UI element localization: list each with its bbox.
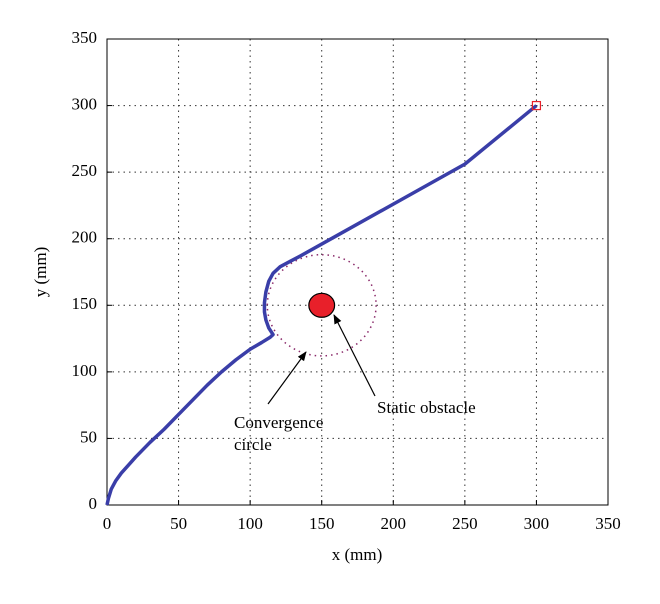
x-tick-label: 300 [524,514,550,533]
y-tick-label: 250 [72,161,98,180]
annotation-text: Convergence [234,413,323,432]
annotation-text: Static obstacle [377,398,476,417]
annotation-arrow [333,314,376,397]
y-tick-label: 150 [72,294,98,313]
x-tick-label: 250 [452,514,478,533]
x-tick-label: 50 [170,514,187,533]
y-tick-label: 0 [89,494,98,513]
annotation-arrow [267,351,307,405]
y-tick-label: 200 [72,228,98,247]
x-tick-label: 150 [309,514,335,533]
y-axis-label: y (mm) [31,247,50,298]
plot-frame [106,38,609,506]
x-tick-label: 0 [103,514,112,533]
y-tick-label: 350 [72,28,98,47]
x-tick-label: 350 [595,514,621,533]
x-axis-label: x (mm) [332,545,383,564]
trajectory [105,104,538,506]
y-tick-label: 300 [72,94,98,113]
y-tick-label: 50 [80,427,97,446]
convergence-circle [266,253,377,357]
y-tick-label: 100 [72,361,98,380]
static-obstacle [308,292,336,318]
annotation-text: circle [234,435,272,454]
goal-marker [531,100,542,111]
x-tick-label: 200 [381,514,407,533]
x-tick-label: 100 [237,514,263,533]
